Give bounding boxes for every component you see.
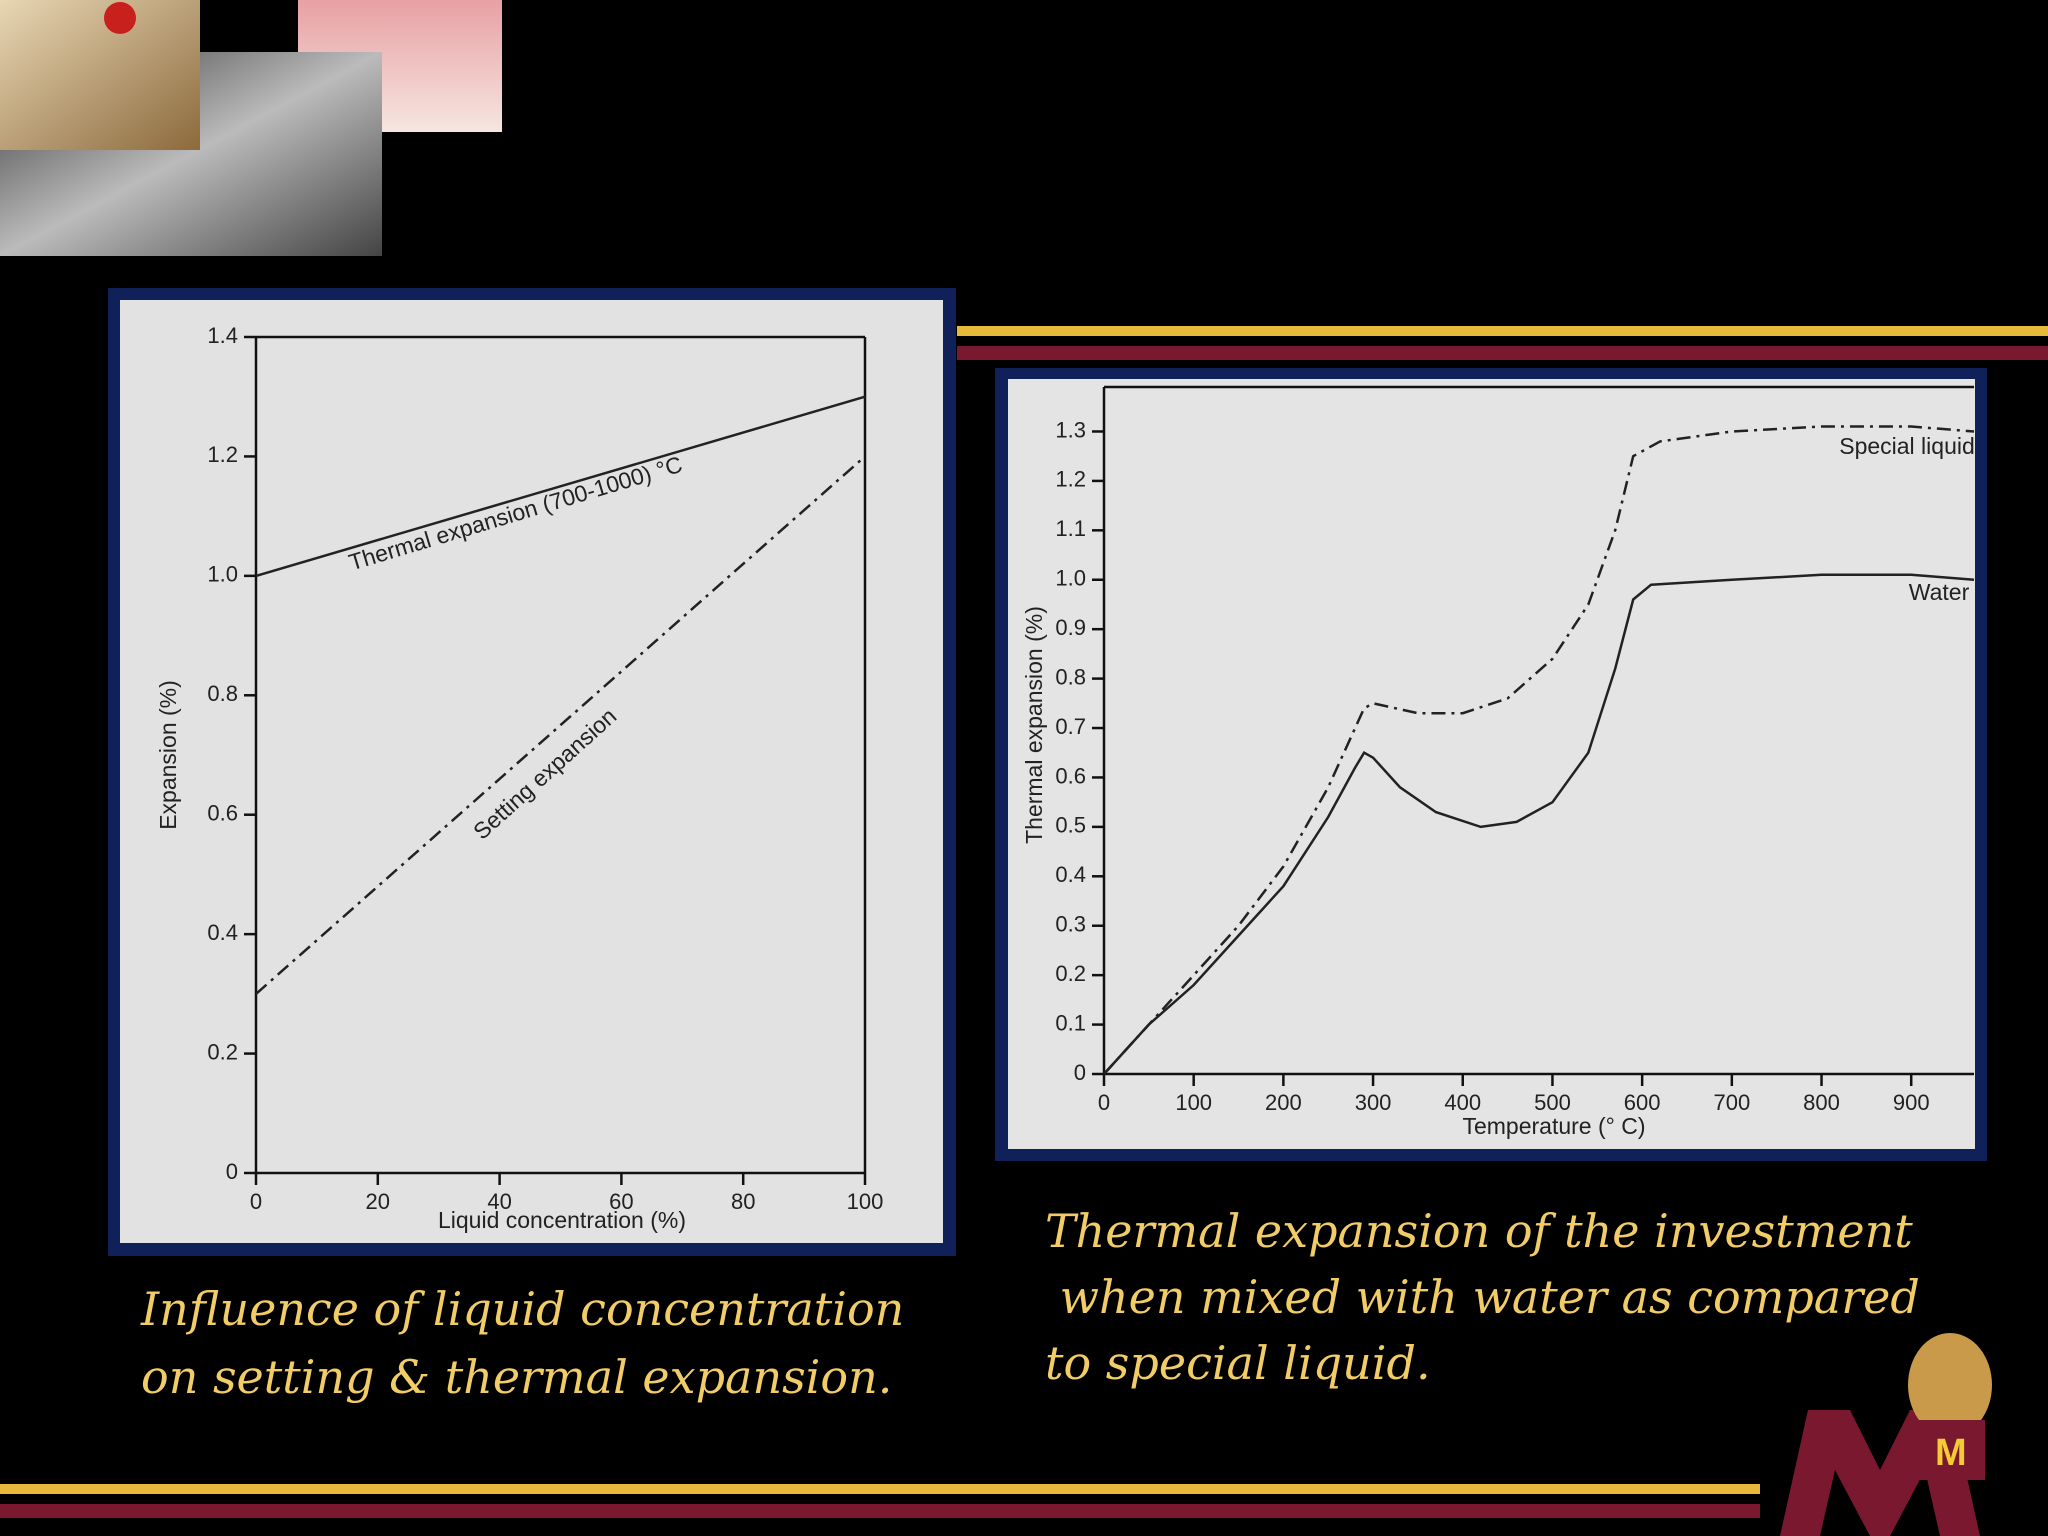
- y-tick-label: 0.7: [1055, 714, 1086, 739]
- series-line: [1103, 425, 1975, 1075]
- y-tick-label: 1.2: [207, 442, 238, 467]
- series-label: Special liquid: [1839, 433, 1975, 459]
- caption-line: to special liquid.: [1045, 1336, 1431, 1390]
- y-tick-label: 0.9: [1055, 615, 1086, 640]
- y-tick-label: 0.8: [1055, 664, 1086, 689]
- x-tick-label: 60: [609, 1189, 633, 1214]
- y-tick-label: 0.6: [207, 801, 238, 826]
- y-tick-label: 0.2: [207, 1039, 238, 1064]
- x-tick-label: 900: [1893, 1090, 1930, 1115]
- y-tick-label: 1.3: [1055, 417, 1086, 442]
- stripe-gold: [0, 1484, 1760, 1494]
- x-axis-label: Liquid concentration (%): [438, 1207, 686, 1233]
- y-tick-label: 1.0: [207, 562, 238, 587]
- y-tick-label: 0.4: [1055, 862, 1086, 887]
- photo-detail: [104, 2, 136, 34]
- x-tick-label: 800: [1803, 1090, 1840, 1115]
- stripe-maroon: [957, 346, 2048, 360]
- x-axis-label: Temperature (° C): [1462, 1113, 1645, 1139]
- y-tick-label: 0.6: [1055, 763, 1086, 788]
- series-line: [255, 395, 866, 578]
- chart-caption: Thermal expansion of the investment when…: [1045, 1204, 1920, 1390]
- x-tick-label: 500: [1534, 1090, 1571, 1115]
- caption-line: on setting & thermal expansion.: [141, 1350, 892, 1404]
- caption-line: Thermal expansion of the investment: [1045, 1204, 1913, 1258]
- logo-mascot-body: [1915, 1420, 1985, 1480]
- y-tick-label: 0.1: [1055, 1010, 1086, 1035]
- x-tick-label: 600: [1624, 1090, 1661, 1115]
- stripe-maroon: [0, 1504, 1760, 1518]
- y-tick-label: 0: [1074, 1060, 1086, 1085]
- y-tick-label: 0.2: [1055, 961, 1086, 986]
- x-tick-label: 200: [1265, 1090, 1302, 1115]
- x-tick-label: 80: [731, 1189, 755, 1214]
- y-axis-label: Expansion (%): [155, 680, 181, 830]
- y-tick-label: 0.3: [1055, 912, 1086, 937]
- y-tick-label: 1.0: [1055, 566, 1086, 591]
- x-tick-label: 0: [250, 1189, 262, 1214]
- chart-caption: Influence of liquid concentration on sett…: [140, 1282, 904, 1404]
- y-tick-label: 0.5: [1055, 813, 1086, 838]
- x-tick-label: 300: [1355, 1090, 1392, 1115]
- y-tick-label: 1.4: [207, 323, 238, 348]
- chart-panel: [1008, 379, 1975, 1149]
- series-line: [255, 455, 866, 995]
- x-tick-label: 700: [1713, 1090, 1750, 1115]
- y-axis-label: Thermal expansion (%): [1021, 606, 1047, 844]
- y-tick-label: 0.4: [207, 920, 238, 945]
- y-tick-label: 1.2: [1055, 467, 1086, 492]
- x-tick-label: 40: [487, 1189, 511, 1214]
- caption-line: when mixed with water as compared: [1045, 1270, 1920, 1324]
- x-tick-label: 0: [1098, 1090, 1110, 1115]
- x-tick-label: 100: [847, 1189, 884, 1214]
- y-tick-label: 0: [226, 1159, 238, 1184]
- stripe-gold: [957, 326, 2048, 336]
- logo-letter: M: [1935, 1432, 1967, 1474]
- y-tick-label: 1.1: [1055, 516, 1086, 541]
- series-label: Water: [1909, 579, 1970, 605]
- x-tick-label: 100: [1175, 1090, 1212, 1115]
- series-line: [1103, 573, 1975, 1075]
- logo-mascot: [1908, 1333, 1992, 1437]
- caption-line: Influence of liquid concentration: [140, 1282, 904, 1336]
- x-tick-label: 20: [366, 1189, 390, 1214]
- photo-tooth: [0, 0, 200, 150]
- x-tick-label: 400: [1444, 1090, 1481, 1115]
- y-tick-label: 0.8: [207, 681, 238, 706]
